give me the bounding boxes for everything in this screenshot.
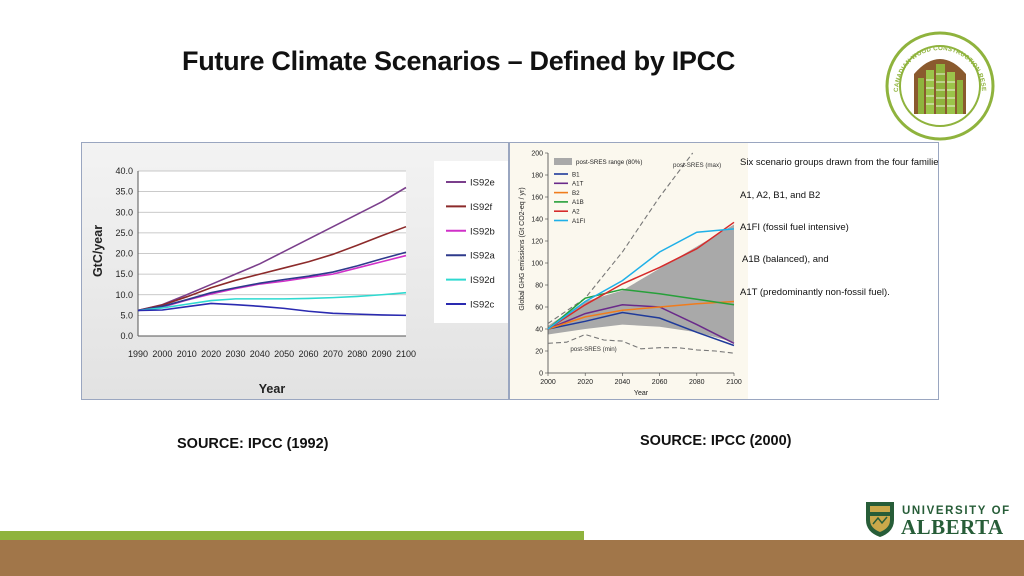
x-tick-label: 2080 [689, 379, 705, 386]
legend-label: IS92d [470, 275, 495, 286]
legend-range-label: post-SRES range (80%) [576, 159, 642, 166]
y-tick-label: 5.0 [120, 310, 133, 320]
university-of-alberta-logo: UNIVERSITY OF ALBERTA [866, 502, 1011, 538]
legend-label: B1 [572, 171, 580, 178]
y-tick-label: 180 [531, 173, 543, 180]
series-line-is92a [137, 251, 407, 312]
ipcc-2000-chart-panel: Global GHG emissions (Gt CO2-eq / yr) Ye… [509, 142, 939, 400]
y-tick-label: 120 [531, 239, 543, 246]
y-tick-label: 140 [531, 217, 543, 224]
chart-annotation: A1FI (fossil fuel intensive) [740, 222, 849, 233]
footer-green-bar [0, 531, 584, 540]
series-line-b1 [547, 311, 735, 347]
legend-label: IS92a [470, 251, 496, 262]
source-ipcc-2000: SOURCE: IPCC (2000) [640, 433, 792, 449]
x-tick-label: 2070 [323, 349, 343, 359]
post-sres-min-line [547, 333, 735, 354]
chart-annotation: A1T (predominantly non-fossil fuel). [740, 287, 890, 298]
x-tick-label: 2020 [577, 379, 593, 386]
y-tick-label: 40.0 [115, 166, 133, 176]
series-line-is92d [137, 291, 407, 312]
x-tick-label: 2010 [177, 349, 197, 359]
y-tick-label: 60 [535, 305, 543, 312]
y-axis-title: GtC/year [91, 225, 105, 277]
x-tick-label: 2000 [152, 349, 172, 359]
x-tick-label: 1990 [128, 349, 148, 359]
post-sres-max-label: post-SRES (max) [673, 162, 721, 169]
y-tick-label: 15.0 [115, 269, 133, 279]
legend-label: A1FI [572, 218, 585, 225]
x-tick-label: 2000 [540, 379, 556, 386]
y-tick-label: 20.0 [115, 249, 133, 259]
legend-range-swatch [554, 158, 572, 165]
y-tick-label: 20 [535, 349, 543, 356]
series-line-a2 [547, 221, 735, 330]
post-sres-max-line [547, 152, 694, 324]
footer-brown-bar [0, 540, 1024, 576]
legend-label: A1T [572, 181, 584, 188]
y-tick-label: 0.0 [120, 331, 133, 341]
ipcc-2000-chart: Global GHG emissions (Gt CO2-eq / yr) Ye… [510, 143, 939, 399]
x-tick-label: 2040 [615, 379, 631, 386]
x-tick-label: 2100 [726, 379, 742, 386]
x-tick-label: 2050 [274, 349, 294, 359]
y-tick-label: 40 [535, 327, 543, 334]
series-line-a1b [547, 288, 735, 330]
chart-annotation: A1B (balanced), and [742, 254, 829, 265]
x-tick-label: 2030 [225, 349, 245, 359]
y-tick-label: 160 [531, 195, 543, 202]
x-axis-title: Year [259, 382, 286, 396]
x-tick-label: 2080 [347, 349, 367, 359]
ua-shield-icon [866, 502, 894, 537]
series-line-is92e [137, 186, 407, 312]
legend-label: IS92b [470, 226, 495, 237]
x-tick-label: 2090 [372, 349, 392, 359]
legend-label: IS92f [470, 202, 493, 213]
ipcc-1992-chart: GtC/year Year 0.0 5.0 10.0 15.0 20.0 25.0 30.0… [91, 161, 508, 396]
series-line-a1t [547, 304, 735, 344]
ua-line2: ALBERTA [901, 515, 1004, 538]
ipcc-1992-chart-panel: GtC/year Year 0.0 5.0 10.0 15.0 20.0 25.0 30.0… [81, 142, 509, 400]
series-line-b2 [547, 300, 735, 330]
x-tick-label: 2100 [396, 349, 416, 359]
y-tick-label: 0 [539, 371, 543, 378]
x-tick-label: 2060 [299, 349, 319, 359]
source-ipcc-1992: SOURCE: IPCC (1992) [177, 436, 329, 452]
legend-label: A2 [572, 209, 580, 216]
legend-label: B2 [572, 190, 580, 197]
cwc-network-logo: CANADIAN WOOD CONSTRUCTION RESEARCH NETW… [884, 30, 995, 141]
series-line-is92c [137, 302, 407, 317]
y-tick-label: 30.0 [115, 207, 133, 217]
chart-annotation: A1, A2, B1, and B2 [740, 190, 820, 201]
x-tick-label: 2020 [201, 349, 221, 359]
y-axis-title: Global GHG emissions (Gt CO2-eq / yr) [519, 187, 526, 310]
series-line-is92f [137, 225, 407, 312]
x-tick-label: 2040 [250, 349, 270, 359]
y-tick-label: 10.0 [115, 290, 133, 300]
x-tick-label: 2060 [652, 379, 668, 386]
y-tick-label: 25.0 [115, 228, 133, 238]
series-line-a1fi [547, 228, 735, 330]
y-tick-label: 200 [531, 151, 543, 158]
legend-label: IS92e [470, 178, 495, 189]
legend-label: A1B [572, 199, 584, 206]
post-sres-min-label: post-SRES (min) [570, 346, 616, 353]
slide-title: Future Climate Scenarios – Defined by IP… [182, 46, 736, 76]
y-tick-label: 80 [535, 283, 543, 290]
legend-label: IS92c [470, 300, 495, 311]
ua-line1: UNIVERSITY OF [902, 505, 1011, 517]
x-axis-title: Year [634, 390, 649, 397]
chart-annotation: Six scenario groups drawn from the four … [740, 157, 939, 168]
y-tick-label: 100 [531, 261, 543, 268]
y-tick-label: 35.0 [115, 187, 133, 197]
